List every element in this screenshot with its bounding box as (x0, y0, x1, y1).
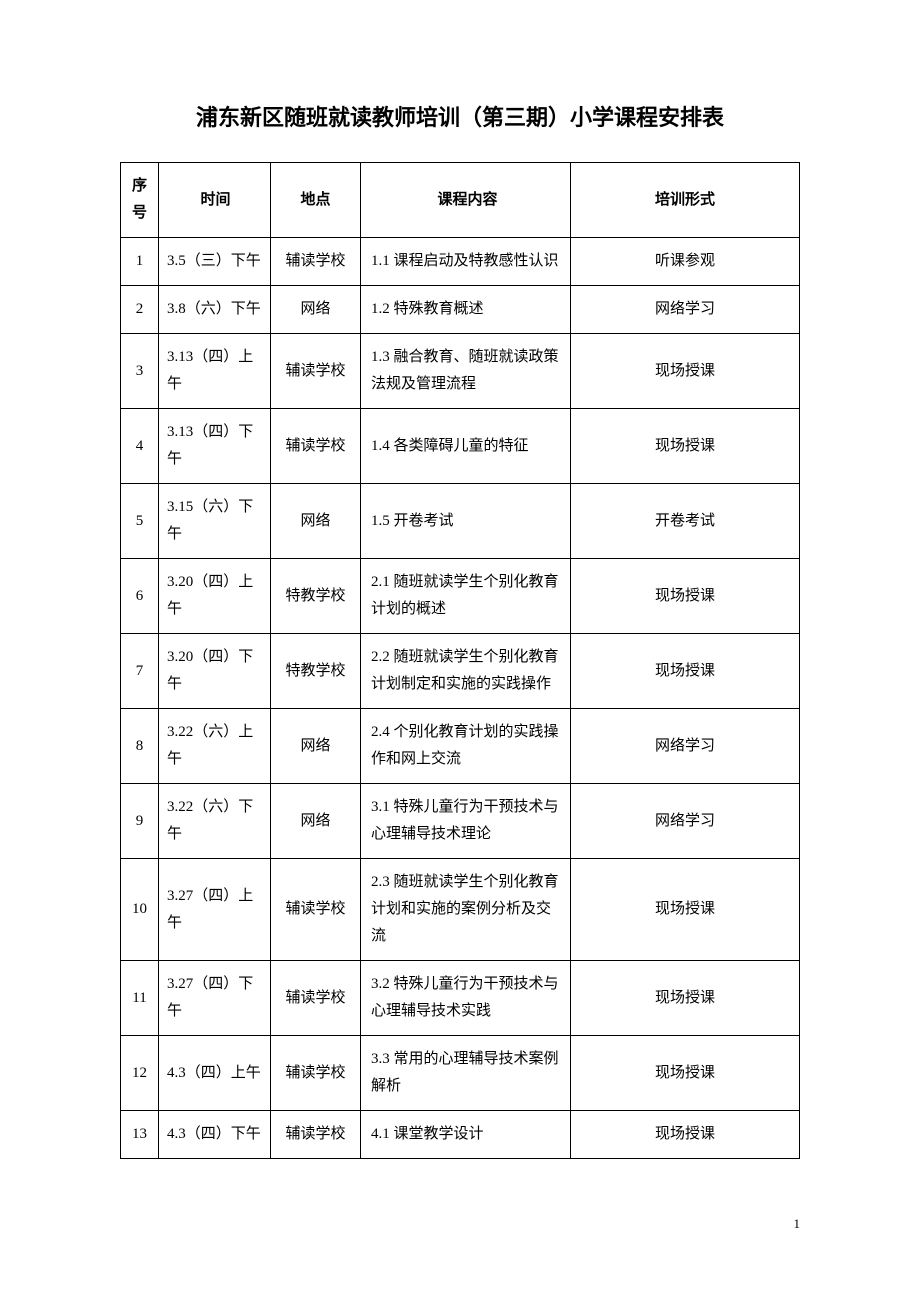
table-row: 93.22（六）下午网络3.1 特殊儿童行为干预技术与心理辅导技术理论网络学习 (121, 784, 800, 859)
cell-time: 3.13（四）上午 (159, 334, 271, 409)
cell-format: 现场授课 (571, 1111, 800, 1159)
cell-seq: 12 (121, 1036, 159, 1111)
col-header-format: 培训形式 (571, 163, 800, 238)
cell-format: 现场授课 (571, 334, 800, 409)
table-header-row: 序号 时间 地点 课程内容 培训形式 (121, 163, 800, 238)
cell-time: 3.27（四）上午 (159, 859, 271, 961)
cell-format: 网络学习 (571, 784, 800, 859)
cell-time: 3.27（四）下午 (159, 961, 271, 1036)
cell-location: 网络 (271, 286, 361, 334)
table-row: 33.13（四）上午辅读学校1.3 融合教育、随班就读政策法规及管理流程现场授课 (121, 334, 800, 409)
cell-format: 网络学习 (571, 709, 800, 784)
cell-time: 3.8（六）下午 (159, 286, 271, 334)
cell-content: 1.4 各类障碍儿童的特征 (361, 409, 571, 484)
document-page: 浦东新区随班就读教师培训（第三期）小学课程安排表 序号 时间 地点 课程内容 培… (0, 0, 920, 1219)
table-row: 63.20（四）上午特教学校2.1 随班就读学生个别化教育计划的概述现场授课 (121, 559, 800, 634)
cell-seq: 2 (121, 286, 159, 334)
cell-format: 开卷考试 (571, 484, 800, 559)
cell-location: 网络 (271, 484, 361, 559)
cell-seq: 6 (121, 559, 159, 634)
cell-seq: 7 (121, 634, 159, 709)
table-row: 53.15（六）下午网络1.5 开卷考试开卷考试 (121, 484, 800, 559)
cell-seq: 1 (121, 238, 159, 286)
cell-seq: 8 (121, 709, 159, 784)
cell-time: 4.3（四）下午 (159, 1111, 271, 1159)
col-header-location: 地点 (271, 163, 361, 238)
cell-location: 辅读学校 (271, 1111, 361, 1159)
cell-content: 4.1 课堂教学设计 (361, 1111, 571, 1159)
cell-location: 网络 (271, 709, 361, 784)
cell-seq: 9 (121, 784, 159, 859)
cell-seq: 11 (121, 961, 159, 1036)
cell-time: 3.22（六）下午 (159, 784, 271, 859)
cell-time: 3.22（六）上午 (159, 709, 271, 784)
cell-content: 1.2 特殊教育概述 (361, 286, 571, 334)
cell-location: 辅读学校 (271, 961, 361, 1036)
cell-time: 4.3（四）上午 (159, 1036, 271, 1111)
cell-seq: 5 (121, 484, 159, 559)
cell-content: 3.1 特殊儿童行为干预技术与心理辅导技术理论 (361, 784, 571, 859)
table-row: 103.27（四）上午辅读学校2.3 随班就读学生个别化教育计划和实施的案例分析… (121, 859, 800, 961)
cell-location: 辅读学校 (271, 859, 361, 961)
cell-content: 2.1 随班就读学生个别化教育计划的概述 (361, 559, 571, 634)
cell-content: 2.2 随班就读学生个别化教育计划制定和实施的实践操作 (361, 634, 571, 709)
cell-time: 3.13（四）下午 (159, 409, 271, 484)
cell-content: 1.1 课程启动及特教感性认识 (361, 238, 571, 286)
document-title: 浦东新区随班就读教师培训（第三期）小学课程安排表 (120, 100, 800, 132)
cell-content: 2.4 个别化教育计划的实践操作和网上交流 (361, 709, 571, 784)
table-body: 13.5（三）下午辅读学校1.1 课程启动及特教感性认识听课参观23.8（六）下… (121, 238, 800, 1159)
col-header-content: 课程内容 (361, 163, 571, 238)
cell-format: 网络学习 (571, 286, 800, 334)
table-row: 113.27（四）下午辅读学校3.2 特殊儿童行为干预技术与心理辅导技术实践现场… (121, 961, 800, 1036)
table-row: 124.3（四）上午辅读学校3.3 常用的心理辅导技术案例解析现场授课 (121, 1036, 800, 1111)
cell-format: 听课参观 (571, 238, 800, 286)
cell-time: 3.5（三）下午 (159, 238, 271, 286)
table-header: 序号 时间 地点 课程内容 培训形式 (121, 163, 800, 238)
cell-format: 现场授课 (571, 409, 800, 484)
cell-seq: 13 (121, 1111, 159, 1159)
cell-content: 3.3 常用的心理辅导技术案例解析 (361, 1036, 571, 1111)
cell-location: 网络 (271, 784, 361, 859)
cell-location: 辅读学校 (271, 1036, 361, 1111)
cell-time: 3.20（四）下午 (159, 634, 271, 709)
cell-format: 现场授课 (571, 559, 800, 634)
cell-format: 现场授课 (571, 1036, 800, 1111)
cell-location: 特教学校 (271, 559, 361, 634)
cell-format: 现场授课 (571, 634, 800, 709)
cell-time: 3.20（四）上午 (159, 559, 271, 634)
cell-location: 特教学校 (271, 634, 361, 709)
col-header-seq: 序号 (121, 163, 159, 238)
cell-location: 辅读学校 (271, 238, 361, 286)
cell-seq: 10 (121, 859, 159, 961)
cell-time: 3.15（六）下午 (159, 484, 271, 559)
cell-seq: 3 (121, 334, 159, 409)
cell-location: 辅读学校 (271, 334, 361, 409)
cell-format: 现场授课 (571, 859, 800, 961)
page-number: 1 (794, 1216, 801, 1232)
table-row: 134.3（四）下午辅读学校4.1 课堂教学设计现场授课 (121, 1111, 800, 1159)
cell-content: 1.5 开卷考试 (361, 484, 571, 559)
table-row: 23.8（六）下午网络1.2 特殊教育概述网络学习 (121, 286, 800, 334)
cell-content: 3.2 特殊儿童行为干预技术与心理辅导技术实践 (361, 961, 571, 1036)
cell-format: 现场授课 (571, 961, 800, 1036)
schedule-table: 序号 时间 地点 课程内容 培训形式 13.5（三）下午辅读学校1.1 课程启动… (120, 162, 800, 1159)
table-row: 83.22（六）上午网络2.4 个别化教育计划的实践操作和网上交流网络学习 (121, 709, 800, 784)
cell-seq: 4 (121, 409, 159, 484)
cell-content: 1.3 融合教育、随班就读政策法规及管理流程 (361, 334, 571, 409)
col-header-time: 时间 (159, 163, 271, 238)
cell-location: 辅读学校 (271, 409, 361, 484)
table-row: 13.5（三）下午辅读学校1.1 课程启动及特教感性认识听课参观 (121, 238, 800, 286)
cell-content: 2.3 随班就读学生个别化教育计划和实施的案例分析及交流 (361, 859, 571, 961)
table-row: 43.13（四）下午辅读学校1.4 各类障碍儿童的特征现场授课 (121, 409, 800, 484)
table-row: 73.20（四）下午特教学校2.2 随班就读学生个别化教育计划制定和实施的实践操… (121, 634, 800, 709)
